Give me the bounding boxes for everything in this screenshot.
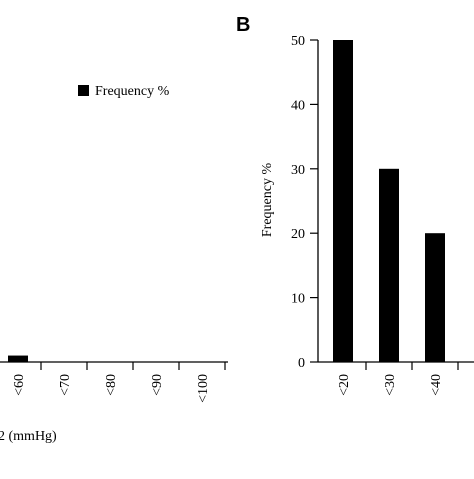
panel-a-x-ticks [41,362,225,370]
panel-a-bar [8,356,28,362]
panel-b-x-tick-label: <40 [429,374,444,396]
panel-b-y-axis-label: Frequency % [260,163,275,238]
panel-a-x-tick-label: <70 [58,374,73,396]
panel-b-bar [425,233,445,362]
panel-a-tick-labels: <60 <70 <80 <90 <100 [12,374,211,403]
legend-label: Frequency % [95,84,170,99]
panel-b-x-ticks [366,362,458,370]
legend-swatch [78,85,89,96]
panel-b-letter: B [236,14,250,36]
panel-b-bar [379,169,399,362]
panel-b: B 0 10 20 30 40 50 <20 <30 <40 Frequency % [236,14,474,396]
panel-b-x-tick-label: <20 [337,374,352,396]
panel-b-y-ticks: 0 10 20 30 40 50 [291,34,318,371]
panel-b-y-tick-label: 40 [291,98,305,113]
panel-b-tick-labels: <20 <30 <40 [337,374,444,396]
panel-b-y-tick-label: 50 [291,34,305,49]
panel-a-x-tick-label: <90 [150,374,165,396]
panel-b-x-tick-label: <30 [383,374,398,396]
panel-b-y-tick-label: 10 [291,292,305,307]
panel-b-bars [333,40,445,362]
panel-a-bars [8,356,212,362]
panel-b-y-tick-label: 30 [291,163,305,178]
panel-b-y-tick-label: 0 [298,356,305,371]
panel-a-x-tick-label: <80 [104,374,119,396]
panel-b-bar [333,40,353,362]
panel-a-x-tick-label: <100 [196,374,211,403]
panel-a: <60 <70 <80 <90 <100 Frequency % 2 (mmHg) [0,84,228,444]
panel-a-x-tick-label: <60 [12,374,27,396]
panel-a-x-axis-label: 2 (mmHg) [0,429,57,444]
panel-b-y-tick-label: 20 [291,227,305,242]
